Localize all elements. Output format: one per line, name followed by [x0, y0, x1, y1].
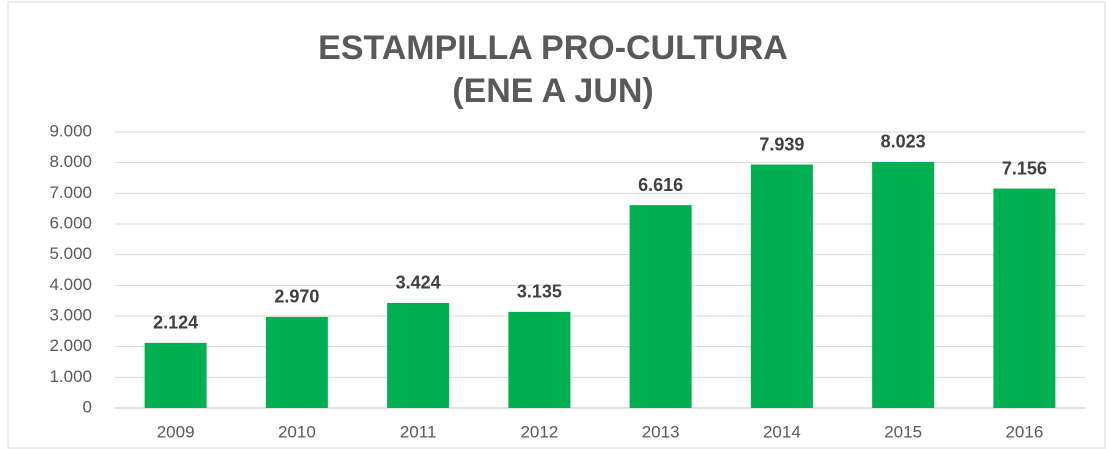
chart-frame	[7, 1, 1106, 449]
x-tick-label: 2014	[763, 422, 801, 441]
x-tick-label: 2013	[642, 422, 680, 441]
chart-title: ESTAMPILLA PRO-CULTURA	[318, 29, 788, 67]
y-tick-label: 2.000	[49, 336, 92, 355]
y-tick-label: 1.000	[49, 367, 92, 386]
value-label: 2.124	[153, 313, 198, 333]
bar	[629, 205, 692, 408]
value-label: 7.156	[1002, 158, 1047, 178]
bar	[508, 311, 571, 408]
bar	[750, 164, 813, 408]
bar	[265, 316, 328, 408]
y-tick-label: 5.000	[49, 244, 92, 263]
value-label: 6.616	[638, 175, 683, 195]
x-tick-label: 2012	[520, 422, 558, 441]
y-tick-label: 4.000	[49, 275, 92, 294]
bar	[387, 302, 450, 408]
x-tick-label: 2010	[278, 422, 316, 441]
y-tick-label: 3.000	[49, 305, 92, 324]
y-tick-label: 7.000	[49, 183, 92, 202]
y-tick-label: 8.000	[49, 152, 92, 171]
chart-title: (ENE A JUN)	[452, 72, 654, 110]
value-label: 7.939	[759, 134, 804, 154]
y-tick-label: 6.000	[49, 213, 92, 232]
x-tick-label: 2011	[400, 422, 437, 441]
bar	[993, 188, 1056, 408]
y-tick-label: 0	[83, 397, 92, 416]
x-tick-label: 2016	[1005, 422, 1043, 441]
bar	[872, 161, 935, 408]
y-tick-label: 9.000	[49, 121, 92, 140]
bar	[144, 342, 207, 408]
value-label: 2.970	[274, 287, 319, 307]
value-label: 3.424	[396, 273, 441, 293]
value-label: 3.135	[517, 282, 562, 302]
x-tick-label: 2015	[884, 422, 922, 441]
x-tick-label: 2009	[157, 422, 195, 441]
value-label: 8.023	[881, 132, 926, 152]
